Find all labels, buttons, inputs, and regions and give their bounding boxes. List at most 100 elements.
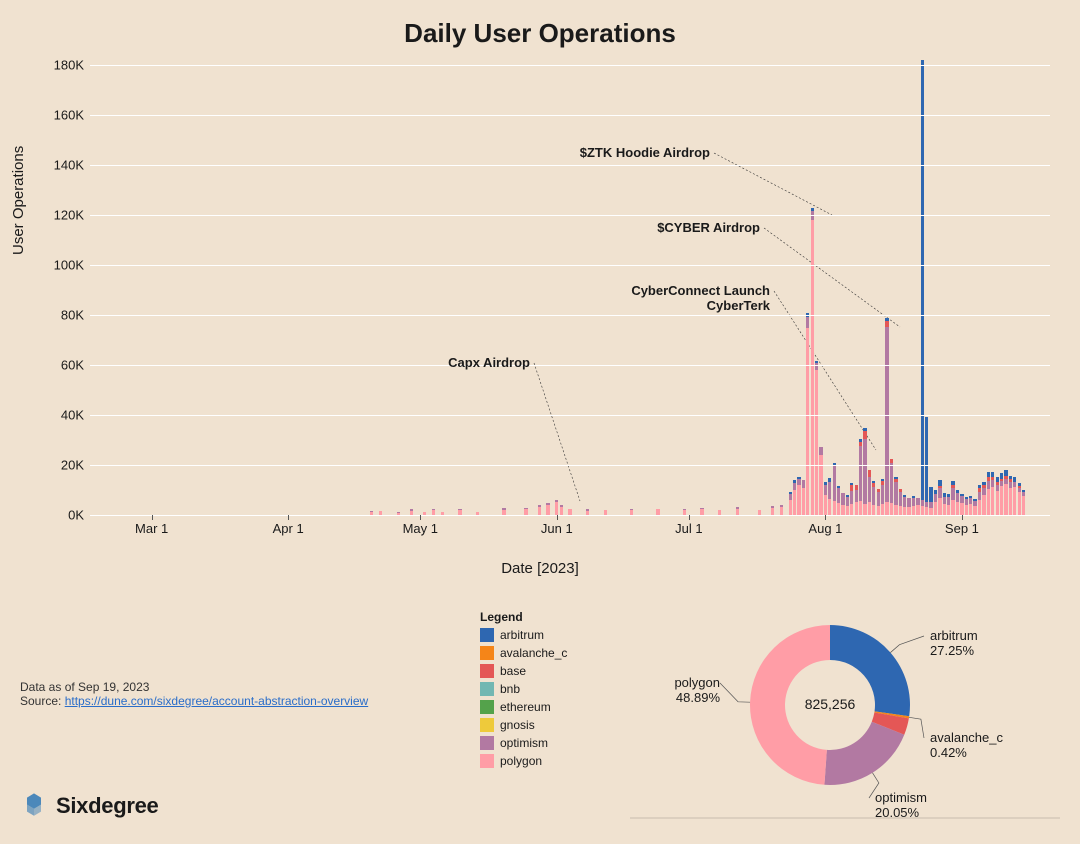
bar-segment-arbitrum — [837, 486, 840, 488]
bar-segment-base — [1018, 486, 1021, 488]
legend-label: arbitrum — [500, 626, 544, 644]
bar-segment-optimism — [929, 502, 932, 507]
bar-segment-optimism — [890, 463, 893, 503]
legend-item-base: base — [480, 662, 567, 680]
bar-segment-base — [859, 442, 862, 446]
bar-segment-arbitrum — [872, 481, 875, 483]
bar-segment-arbitrum — [960, 494, 963, 496]
bar-segment-polygon — [890, 503, 893, 515]
donut-label-optimism: optimism 20.05% — [875, 790, 927, 820]
legend-label: avalanche_c — [500, 644, 567, 662]
legend-label: base — [500, 662, 526, 680]
bar-segment-polygon — [916, 505, 919, 516]
bar-segment-polygon — [815, 370, 818, 515]
bar-segment-arbitrum — [1000, 473, 1003, 479]
y-tick-label: 80K — [61, 308, 90, 323]
legend-swatch — [480, 628, 494, 642]
bar-segment-arbitrum — [943, 493, 946, 497]
bar-segment-optimism — [960, 496, 963, 503]
y-tick-label: 180K — [54, 58, 90, 73]
bar-segment-base — [885, 321, 888, 327]
chart-title: Daily User Operations — [0, 0, 1080, 55]
bar-segment-polygon — [938, 498, 941, 515]
legend-swatch — [480, 754, 494, 768]
bar-segment-polygon — [560, 507, 563, 516]
bar-segment-polygon — [925, 507, 928, 515]
bar-segment-arbitrum — [921, 60, 924, 500]
bar-segment-optimism — [1018, 488, 1021, 493]
bar-segment-optimism — [863, 439, 866, 504]
annotation-label: Capx Airdrop — [330, 355, 530, 370]
bar-segment-polygon — [899, 506, 902, 515]
source-link[interactable]: https://dune.com/sixdegree/account-abstr… — [65, 694, 369, 708]
bar-segment-arbitrum — [978, 485, 981, 488]
legend-label: optimism — [500, 734, 548, 752]
bar-segment-base — [855, 485, 858, 490]
bar-segment-base — [881, 481, 884, 485]
gridline — [90, 65, 1050, 66]
bar-segment-optimism — [982, 488, 985, 495]
bar-segment-polygon — [538, 507, 541, 515]
legend-swatch — [480, 646, 494, 660]
bar-segment-optimism — [899, 492, 902, 507]
bar-segment-optimism — [771, 506, 774, 508]
bar-segment-polygon — [943, 504, 946, 516]
bar-segment-arbitrum — [956, 490, 959, 493]
bar-segment-polygon — [863, 504, 866, 515]
bar-segment-base — [991, 477, 994, 481]
bar-segment-optimism — [683, 509, 686, 511]
bar-segment-polygon — [929, 508, 932, 516]
bar-segment-arbitrum — [863, 428, 866, 431]
legend: Legend arbitrumavalanche_cbasebnbethereu… — [480, 610, 567, 770]
bar-segment-optimism — [850, 491, 853, 504]
source-prefix: Source: — [20, 694, 65, 708]
bar-segment-optimism — [921, 500, 924, 507]
bar-segment-polygon — [1022, 496, 1025, 516]
bar-segment-polygon — [987, 489, 990, 515]
bar-segment-optimism — [560, 505, 563, 507]
bar-segment-optimism — [410, 509, 413, 511]
bar-segment-arbitrum — [789, 492, 792, 494]
data-asof: Data as of Sep 19, 2023 — [20, 680, 368, 694]
bar-segment-arbitrum — [969, 496, 972, 498]
bar-segment-base — [987, 477, 990, 481]
bar-segment-polygon — [789, 500, 792, 515]
brand: Sixdegree — [20, 792, 158, 820]
bar-segment-polygon — [872, 505, 875, 516]
bar-segment-optimism — [780, 505, 783, 507]
bar-segment-optimism — [877, 492, 880, 506]
bar-segment-optimism — [837, 488, 840, 504]
bar-segment-polygon — [947, 505, 950, 516]
bar-segment-arbitrum — [982, 482, 985, 486]
legend-swatch — [480, 736, 494, 750]
legend-item-polygon: polygon — [480, 752, 567, 770]
bar-segment-polygon — [546, 505, 549, 515]
bar-segment-arbitrum — [991, 472, 994, 477]
legend-label: polygon — [500, 752, 542, 770]
bar-segment-optimism — [872, 487, 875, 505]
bar-segment-base — [1000, 479, 1003, 481]
bar-segment-base — [899, 489, 902, 491]
bar-segment-polygon — [877, 506, 880, 516]
bar-segment-polygon — [555, 502, 558, 515]
bar-segment-polygon — [828, 499, 831, 515]
gridline — [90, 265, 1050, 266]
bar-segment-arbitrum — [951, 481, 954, 485]
legend-swatch — [480, 682, 494, 696]
bar-chart: User Operations 0K20K40K60K80K100K120K14… — [20, 55, 1060, 575]
bar-segment-optimism — [432, 509, 435, 511]
bar-segment-polygon — [819, 455, 822, 515]
bar-segment-base — [877, 489, 880, 492]
bar-segment-arbitrum — [797, 477, 800, 479]
bar-segment-optimism — [916, 498, 919, 505]
bar-segment-optimism — [793, 483, 796, 491]
bar-segment-optimism — [806, 317, 809, 328]
bar-segment-polygon — [1000, 486, 1003, 515]
donut-center-label: 825,256 — [790, 696, 870, 712]
legend-label: gnosis — [500, 716, 535, 734]
bar-segment-polygon — [960, 503, 963, 515]
donut-chart: 825,256 arbitrum 27.25%avalanche_c 0.42%… — [630, 600, 1060, 820]
legend-item-gnosis: gnosis — [480, 716, 567, 734]
bar-segment-arbitrum — [1018, 483, 1021, 486]
bar-segment-arbitrum — [912, 496, 915, 498]
